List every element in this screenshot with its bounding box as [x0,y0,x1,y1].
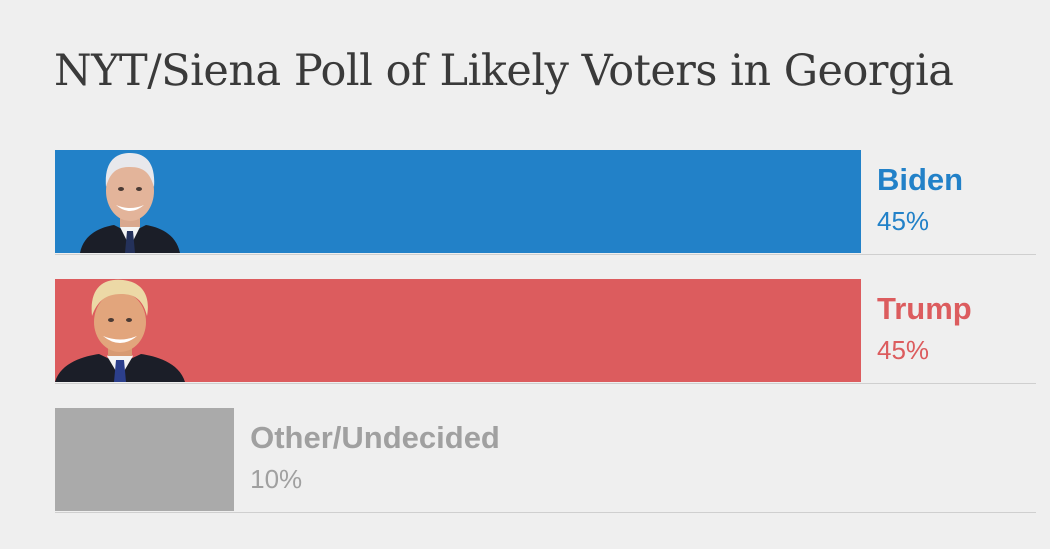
value-label-trump: 45% [877,335,930,365]
baseline-trump [55,383,1036,384]
chart-title: NYT/Siena Poll of Likely Voters in Georg… [54,46,954,96]
label-other-undecided: Other/Undecided [250,420,500,455]
label-trump: Trump [877,291,972,326]
trump-portrait [55,276,185,387]
value-label-biden: 45% [877,206,930,236]
baseline-biden [55,254,1036,255]
bar-biden [55,150,861,253]
value-label-other-undecided: 10% [250,464,303,494]
label-biden: Biden [877,162,964,197]
biden-portrait [80,147,180,258]
baseline-other-undecided [55,512,1036,513]
bar-other-undecided [55,408,235,511]
bar-trump [55,279,861,382]
